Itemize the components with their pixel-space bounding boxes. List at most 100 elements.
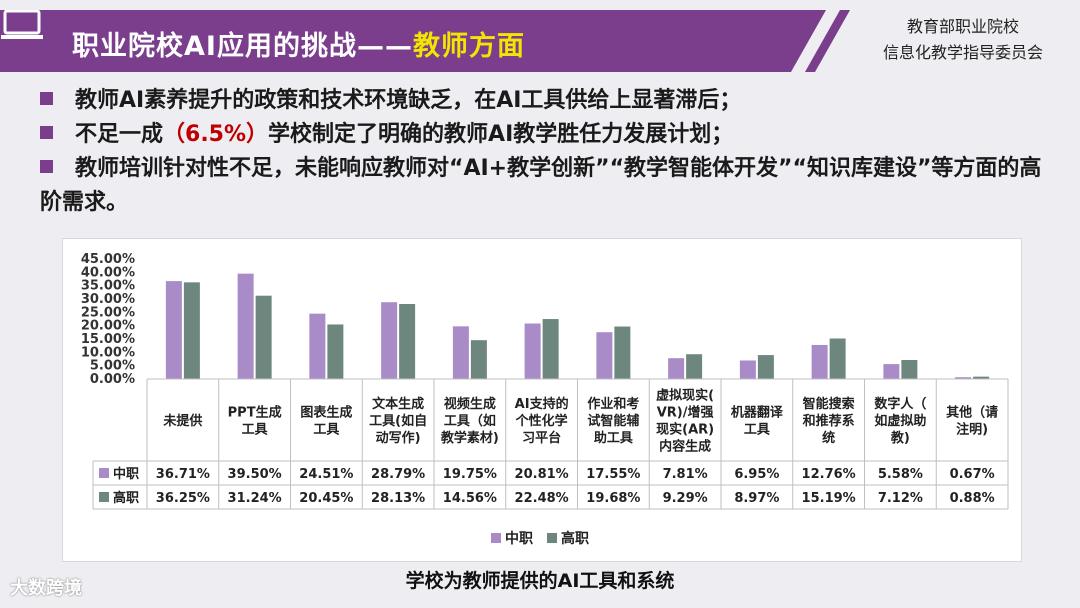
data-label: 31.24%: [228, 491, 282, 506]
category-label: 虚拟现实(: [656, 388, 714, 404]
data-label: 17.55%: [586, 467, 640, 482]
bullet-square-icon: [40, 126, 53, 139]
bar-gaozhi: [470, 340, 487, 379]
category-label: 工具(如自: [369, 413, 427, 429]
bar-zhongzhi: [381, 302, 398, 379]
category-label: 内容生成: [659, 439, 711, 455]
watermark: 大数跨境: [10, 578, 82, 599]
bar-gaozhi: [829, 338, 846, 379]
y-tick-label: 20.00%: [81, 319, 135, 334]
category-label: 作业和考: [587, 396, 639, 412]
bullet-square-icon: [40, 92, 53, 105]
category-label: 现实(AR): [656, 422, 714, 438]
bar-zhongzhi: [165, 281, 182, 379]
title-banner: 职业院校AI应用的挑战——教师方面: [0, 10, 850, 72]
bullet-text-1: 教师AI素养提升的政策和技术环境缺乏，在AI工具供给上显著滞后；: [75, 88, 742, 113]
legend-key: [491, 533, 501, 543]
data-label: 28.79%: [371, 467, 425, 482]
title-banner-shape: [0, 10, 850, 72]
data-label: 20.81%: [515, 467, 569, 482]
y-tick-label: 25.00%: [81, 305, 135, 320]
bar-zhongzhi: [955, 377, 972, 379]
y-tick-label: 15.00%: [81, 332, 135, 347]
category-label: 工具（如: [444, 413, 496, 429]
page-title-main: 职业院校AI应用的挑战——: [72, 31, 413, 62]
legend-label: 高职: [561, 530, 589, 547]
category-label: 统: [822, 430, 835, 446]
bar-zhongzhi: [668, 358, 685, 379]
category-label: 机器翻译: [731, 405, 784, 421]
data-label: 7.12%: [878, 491, 923, 506]
y-tick-label: 0.00%: [90, 372, 135, 387]
table-legend-key: [99, 468, 109, 478]
bar-gaozhi: [399, 303, 416, 379]
bullet-highlight-percent: （6.5%）: [163, 122, 269, 147]
bar-gaozhi: [686, 354, 703, 379]
bullet-item-2: 不足一成（6.5%）学校制定了明确的教师AI教学胜任力发展计划；: [40, 118, 1060, 152]
bar-zhongzhi: [596, 332, 613, 379]
data-label: 0.88%: [950, 491, 995, 506]
data-label: 0.67%: [950, 467, 995, 482]
legend-label: 中职: [505, 530, 533, 547]
category-label: 智能搜索: [803, 396, 855, 412]
bar-zhongzhi: [739, 360, 756, 379]
category-label: PPT生成: [228, 405, 282, 421]
data-label: 12.76%: [802, 467, 856, 482]
data-label: 15.19%: [802, 491, 856, 506]
bullet-item-3: 教师培训针对性不足，未能响应教师对“AI+教学创新”“教学智能体开发”“知识库建…: [40, 152, 1060, 220]
category-label: 工具: [744, 423, 770, 438]
y-tick-label: 5.00%: [90, 359, 135, 374]
data-label: 14.56%: [443, 491, 497, 506]
bar-chart: 0.00%5.00%10.00%15.00%20.00%25.00%30.00%…: [81, 252, 1009, 547]
bar-zhongzhi: [811, 344, 828, 379]
org-line-1: 教育部职业院校: [906, 17, 1019, 36]
chart-caption: 学校为教师提供的AI工具和系统: [405, 570, 675, 592]
bar-gaozhi: [327, 324, 344, 379]
category-label: 助工具: [594, 430, 633, 446]
category-label: 动写作): [376, 430, 421, 446]
y-tick-label: 30.00%: [81, 292, 135, 307]
series-name: 中职: [113, 466, 139, 482]
bar-zhongzhi: [524, 323, 541, 379]
page-title: 职业院校AI应用的挑战——教师方面: [72, 24, 525, 63]
data-label: 28.13%: [371, 491, 425, 506]
data-label: 19.68%: [586, 491, 640, 506]
bar-zhongzhi: [237, 273, 254, 379]
y-tick-label: 45.00%: [81, 252, 135, 267]
data-label: 36.25%: [156, 491, 210, 506]
category-label: 如虚拟助: [874, 413, 926, 429]
bar-gaozhi: [255, 295, 272, 379]
category-label: 其他（请: [946, 405, 998, 421]
bar-gaozhi: [973, 376, 990, 379]
category-label: 数字人（: [874, 396, 926, 412]
data-label: 5.58%: [878, 467, 923, 482]
chart-container: 0.00% 5.00% 10.00% 15.00% 20.00% 25.00% 30.00%…: [62, 238, 1022, 562]
category-label: 和推荐系: [803, 413, 855, 429]
bar-gaozhi: [542, 319, 559, 379]
data-label: 7.81%: [663, 467, 708, 482]
bar-gaozhi: [614, 326, 631, 379]
category-label: 工具: [313, 423, 339, 438]
bullet-text-2a: 不足一成: [75, 122, 164, 147]
category-label: 习平台: [522, 430, 561, 446]
category-label: 个性化学: [515, 413, 568, 429]
data-label: 8.97%: [734, 491, 779, 506]
series-name: 高职: [113, 490, 139, 506]
data-label: 9.29%: [663, 491, 708, 506]
category-label: 视频生成: [444, 396, 496, 412]
category-label: 图表生成: [300, 405, 352, 421]
category-label: 工具: [242, 423, 268, 438]
bullet-text-2b: 学校制定了明确的教师AI教学胜任力发展计划；: [268, 122, 734, 147]
category-label: VR)/增强: [657, 405, 714, 421]
y-tick-label: 10.00%: [81, 345, 135, 360]
organization-label: 教育部职业院校 信息化教学指导委员会: [858, 14, 1068, 66]
bar-gaozhi: [183, 282, 200, 379]
data-label: 39.50%: [228, 467, 282, 482]
category-label: 未提供: [162, 413, 202, 429]
bar-gaozhi: [757, 355, 774, 379]
bar-zhongzhi: [309, 313, 326, 379]
table-legend-key: [99, 492, 109, 502]
category-label: 注明): [956, 422, 988, 438]
bullet-text-3: 教师培训针对性不足，未能响应教师对“AI+教学创新”“教学智能体开发”“知识库建…: [40, 156, 1042, 215]
bullet-list: 教师AI素养提升的政策和技术环境缺乏，在AI工具供给上显著滞后； 不足一成（6.…: [40, 84, 1060, 220]
